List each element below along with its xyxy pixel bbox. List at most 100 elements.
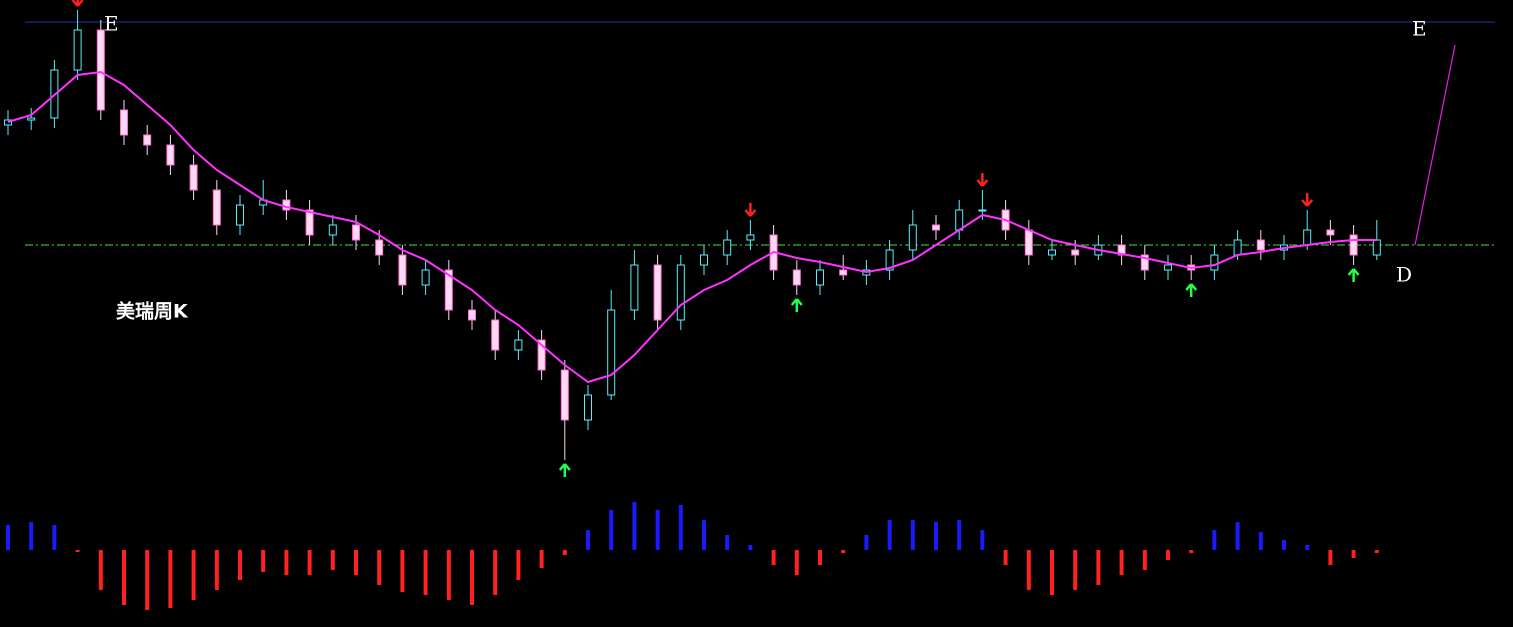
histogram-bar bbox=[1212, 530, 1217, 550]
candle-body bbox=[653, 264, 662, 321]
candle-body bbox=[375, 239, 384, 256]
candle-body bbox=[212, 189, 221, 226]
candle-body bbox=[514, 339, 523, 351]
candle-body bbox=[560, 369, 569, 421]
candle-body bbox=[978, 209, 987, 212]
histogram-bar bbox=[1351, 550, 1356, 558]
candle-body bbox=[73, 29, 82, 71]
histogram-bar bbox=[1282, 540, 1286, 550]
candle-body bbox=[352, 224, 360, 241]
histogram-bar bbox=[957, 520, 962, 550]
histogram-bar bbox=[910, 520, 915, 550]
signal-arrow bbox=[1301, 193, 1314, 207]
candle-body bbox=[189, 164, 198, 191]
histogram-bar bbox=[771, 550, 776, 565]
candle-body bbox=[792, 269, 801, 286]
histogram-bar bbox=[377, 550, 382, 585]
candle-body bbox=[1303, 229, 1312, 246]
histogram-bar bbox=[29, 522, 34, 550]
signal-arrow bbox=[1185, 283, 1198, 297]
histogram-bar bbox=[655, 510, 660, 550]
signal-arrow bbox=[790, 298, 803, 312]
histogram-bar bbox=[887, 520, 892, 550]
signal-arrow bbox=[976, 173, 989, 187]
histogram-bar bbox=[1374, 550, 1379, 553]
histogram-bar bbox=[214, 550, 219, 590]
candle-body bbox=[491, 319, 500, 351]
candle-body bbox=[96, 29, 105, 111]
candle-body bbox=[1256, 239, 1265, 251]
candle-body bbox=[885, 249, 894, 271]
histogram-bar bbox=[1328, 550, 1333, 565]
signal-arrow bbox=[1347, 268, 1360, 282]
moving-average bbox=[7, 70, 1377, 384]
candle-body bbox=[1140, 254, 1149, 271]
histogram-bar bbox=[470, 550, 474, 605]
candle-body bbox=[305, 209, 314, 236]
candle-body bbox=[1233, 239, 1242, 256]
candle-body bbox=[421, 269, 430, 286]
signal-arrow bbox=[71, 0, 84, 7]
histogram-bar bbox=[122, 550, 126, 605]
histogram-bar bbox=[168, 550, 173, 608]
histogram-bar bbox=[75, 550, 80, 552]
histogram-bar bbox=[934, 522, 938, 550]
histogram-bar bbox=[864, 535, 869, 550]
signal-arrow bbox=[744, 203, 757, 217]
histogram-bar bbox=[1235, 522, 1240, 550]
candle-body bbox=[607, 309, 616, 396]
candle-body bbox=[328, 224, 337, 236]
candle-body bbox=[1024, 229, 1033, 256]
histogram-bar bbox=[632, 502, 637, 550]
chart-title: 美瑞周K bbox=[116, 300, 189, 323]
histogram-bar bbox=[1189, 550, 1194, 553]
histogram-bar bbox=[145, 550, 150, 610]
histogram-bar bbox=[841, 550, 846, 553]
candle-body bbox=[444, 269, 453, 311]
histogram-bar bbox=[98, 550, 103, 590]
histogram-bar bbox=[400, 550, 405, 592]
candle-body bbox=[1349, 234, 1358, 256]
candle-body bbox=[816, 269, 824, 286]
histogram-bar bbox=[1003, 550, 1008, 565]
candle-body bbox=[1164, 264, 1172, 271]
histogram-bar bbox=[1142, 550, 1147, 570]
candle-body bbox=[537, 339, 546, 371]
candle-body bbox=[746, 234, 755, 241]
histogram-bar bbox=[980, 530, 985, 550]
histogram-bar bbox=[191, 550, 196, 600]
histogram-bar bbox=[354, 550, 358, 575]
histogram-bar bbox=[702, 520, 706, 550]
candle-body bbox=[1326, 229, 1335, 236]
histogram-bar bbox=[516, 550, 521, 580]
candle-body bbox=[630, 264, 639, 311]
histogram-bar bbox=[446, 550, 451, 600]
histogram-bar bbox=[423, 550, 428, 595]
candle-body bbox=[120, 109, 128, 136]
candle-body bbox=[1071, 249, 1080, 256]
annotation: E bbox=[104, 12, 119, 36]
candle-body bbox=[236, 204, 244, 226]
candle-body bbox=[1372, 239, 1381, 256]
candle-body bbox=[839, 269, 848, 276]
histogram-bar bbox=[1073, 550, 1078, 590]
signal-arrow bbox=[558, 463, 571, 477]
histogram-bar bbox=[493, 550, 498, 595]
candle-body bbox=[4, 119, 12, 126]
histogram-bar bbox=[794, 550, 799, 575]
histogram-bar bbox=[562, 550, 567, 555]
histogram-bar bbox=[586, 530, 590, 550]
histogram-bar bbox=[1026, 550, 1031, 590]
histogram-bar bbox=[725, 535, 730, 550]
histogram-bar bbox=[609, 510, 614, 550]
histogram-bar bbox=[678, 505, 683, 550]
candle-body bbox=[1048, 249, 1056, 256]
candle-body bbox=[723, 239, 732, 256]
histogram-bar bbox=[6, 525, 10, 550]
candle-body bbox=[166, 144, 175, 166]
candle-body bbox=[143, 134, 152, 146]
histogram-bar bbox=[1305, 545, 1310, 550]
